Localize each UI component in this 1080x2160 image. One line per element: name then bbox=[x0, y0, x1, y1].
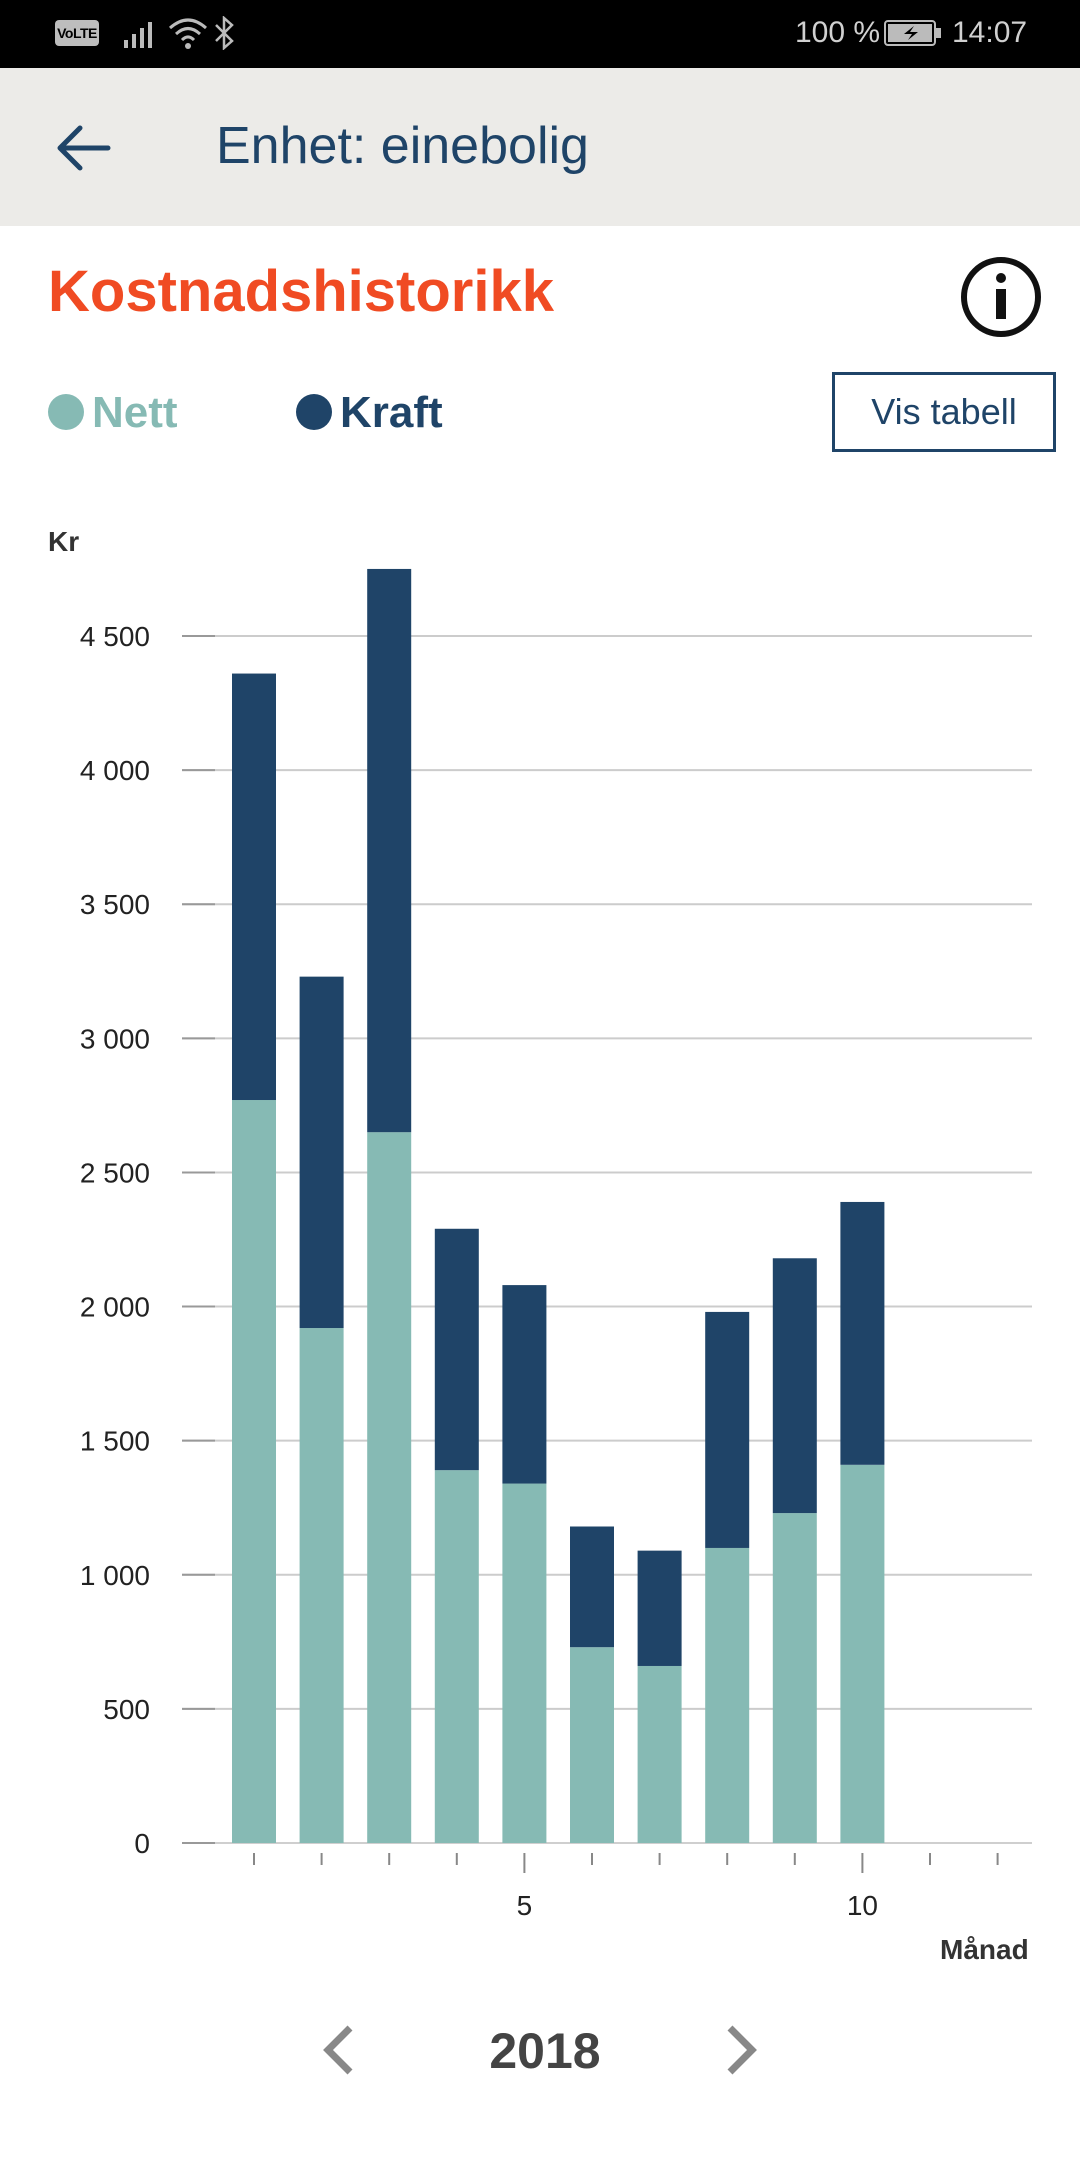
legend-dot-kraft bbox=[296, 394, 332, 431]
y-tick-label: 3 500 bbox=[80, 889, 150, 920]
x-tick-label: 10 bbox=[847, 1890, 878, 1921]
bar-nett bbox=[772, 1513, 817, 1843]
y-tick-label: 1 000 bbox=[80, 1560, 150, 1591]
legend-item-kraft: Kraft bbox=[296, 388, 443, 438]
bar-nett bbox=[434, 1470, 479, 1843]
wifi-icon bbox=[169, 18, 207, 49]
bar-nett bbox=[840, 1464, 885, 1843]
chevron-left-icon[interactable] bbox=[318, 2020, 358, 2080]
bar-kraft bbox=[570, 1526, 614, 1648]
y-tick-label: 4 000 bbox=[80, 755, 150, 786]
info-icon[interactable] bbox=[960, 256, 1042, 338]
y-tick-label: 4 500 bbox=[80, 621, 150, 652]
bar-kraft bbox=[705, 1311, 750, 1548]
bar-nett bbox=[232, 1100, 276, 1843]
bar-kraft bbox=[367, 568, 412, 1133]
chevron-right-icon[interactable] bbox=[722, 2020, 762, 2080]
x-tick-label: 5 bbox=[517, 1890, 533, 1921]
app-bar: Enhet: einebolig bbox=[0, 68, 1080, 226]
battery-charging-icon bbox=[884, 20, 941, 46]
bar-kraft bbox=[502, 1285, 547, 1484]
y-tick-label: 0 bbox=[134, 1828, 150, 1859]
legend-label-kraft: Kraft bbox=[340, 388, 443, 437]
legend-label-nett: Nett bbox=[92, 388, 178, 437]
bar-kraft bbox=[772, 1258, 817, 1514]
year-navigation: 2018 bbox=[0, 1990, 1080, 2110]
y-axis-label: Kr bbox=[48, 526, 80, 557]
battery-percent: 100 % bbox=[795, 16, 881, 49]
y-tick-label: 1 500 bbox=[80, 1426, 150, 1457]
status-bar: VoLTE 100 % 14:07 bbox=[0, 0, 1080, 68]
y-tick-label: 2 000 bbox=[80, 1292, 150, 1323]
bar-nett bbox=[299, 1328, 344, 1843]
y-tick-label: 2 500 bbox=[80, 1157, 150, 1188]
bar-nett bbox=[570, 1647, 614, 1843]
y-tick-label: 500 bbox=[103, 1694, 150, 1725]
bar-kraft bbox=[637, 1550, 682, 1666]
x-axis-label: Månad bbox=[940, 1934, 1029, 1965]
bar-kraft bbox=[299, 976, 344, 1329]
year-label: 2018 bbox=[489, 2023, 601, 2079]
bluetooth-icon bbox=[215, 16, 234, 50]
bar-kraft bbox=[232, 673, 276, 1101]
y-tick-label: 3 000 bbox=[80, 1023, 150, 1054]
bar-nett bbox=[705, 1547, 750, 1843]
app-title: Enhet: einebolig bbox=[216, 117, 589, 175]
bar-nett bbox=[502, 1483, 547, 1843]
clock: 14:07 bbox=[952, 16, 1028, 49]
bar-kraft bbox=[434, 1228, 479, 1471]
section-title: Kostnadshistorikk bbox=[48, 259, 554, 324]
arrow-left-icon[interactable] bbox=[52, 120, 116, 176]
legend-dot-nett bbox=[48, 394, 84, 431]
volte-icon: VoLTE bbox=[55, 20, 99, 46]
signal-icon bbox=[124, 22, 152, 48]
legend-item-nett: Nett bbox=[48, 388, 178, 438]
bar-nett bbox=[637, 1665, 682, 1843]
bar-nett bbox=[367, 1132, 412, 1843]
cost-history-chart: 0 500 1 000 1 500 2 000 2 500 3 000 3 500 4 000 4… bbox=[80, 568, 1032, 1921]
bar-kraft bbox=[840, 1201, 885, 1465]
show-table-button[interactable]: Vis tabell bbox=[832, 372, 1056, 452]
